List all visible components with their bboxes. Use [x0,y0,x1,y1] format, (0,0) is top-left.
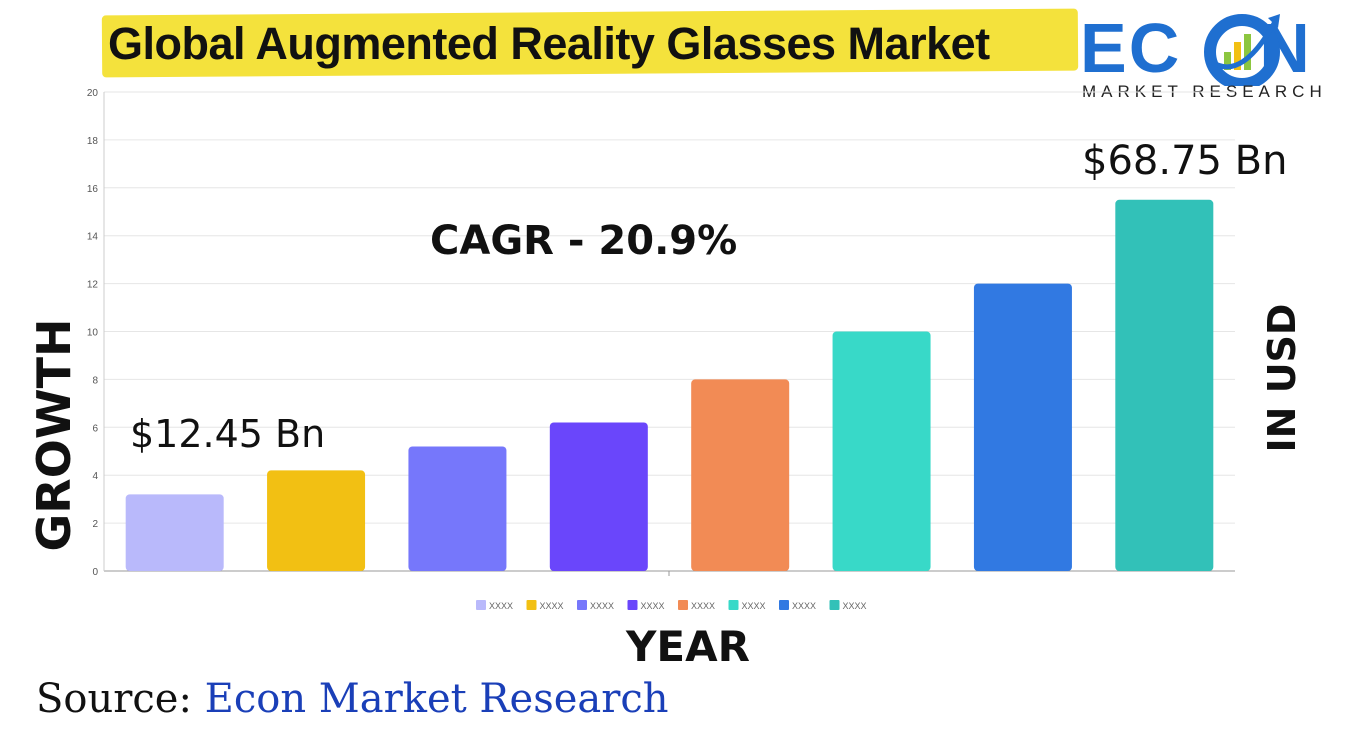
bar [267,470,366,571]
y-tick-label: 8 [92,375,98,386]
legend-label: XXXX [691,601,715,611]
bar [125,494,224,571]
legend-swatch [728,600,739,610]
legend-label: XXXX [540,601,564,611]
bar [549,422,648,571]
legend-swatch [779,600,789,610]
y-tick-label: 6 [92,423,98,434]
legend-label: XXXX [792,601,816,611]
legend-label: XXXX [742,601,766,611]
legend-label: XXXX [843,601,867,611]
start-value-annotation: $12.45 Bn [130,412,326,456]
legend-label: XXXX [590,601,614,611]
bar [973,283,1072,571]
y-tick-label: 12 [87,280,99,291]
legend-swatch [627,600,638,610]
end-value-annotation: $68.75 Bn [1082,138,1288,184]
source-label: Source: [36,676,192,722]
y-tick-label: 10 [87,328,99,339]
y-tick-label: 16 [87,184,99,195]
legend-swatch [526,600,537,610]
y-axis-label: GROWTH [27,318,81,552]
legend-label: XXXX [489,601,513,611]
y-tick-label: 18 [87,136,99,147]
logo-globe-icon [1204,14,1280,86]
bar [1115,199,1214,571]
bar [408,446,507,571]
logo-wordmark: EC N [1080,9,1312,87]
y-tick-label: 14 [87,232,99,243]
cagr-annotation: CAGR - 20.9% [430,218,738,264]
x-axis-label: YEAR [626,622,750,671]
legend-swatch [476,600,486,610]
y-axis-unit-label: IN USD [1260,303,1304,453]
legend-swatch [829,600,840,610]
y-tick-label: 20 [87,88,99,99]
legend-swatch [678,600,688,610]
y-tick-label: 2 [92,519,98,530]
legend-swatch [577,600,587,610]
y-tick-label: 4 [92,471,98,482]
bar [691,379,790,571]
bar [832,331,931,571]
y-tick-label: 0 [92,567,98,578]
chart-title: Global Augmented Reality Glasses Market [108,18,990,69]
source-value: Econ Market Research [204,676,669,722]
legend-label: XXXX [641,601,665,611]
source-line: Source: Econ Market Research [36,676,669,722]
